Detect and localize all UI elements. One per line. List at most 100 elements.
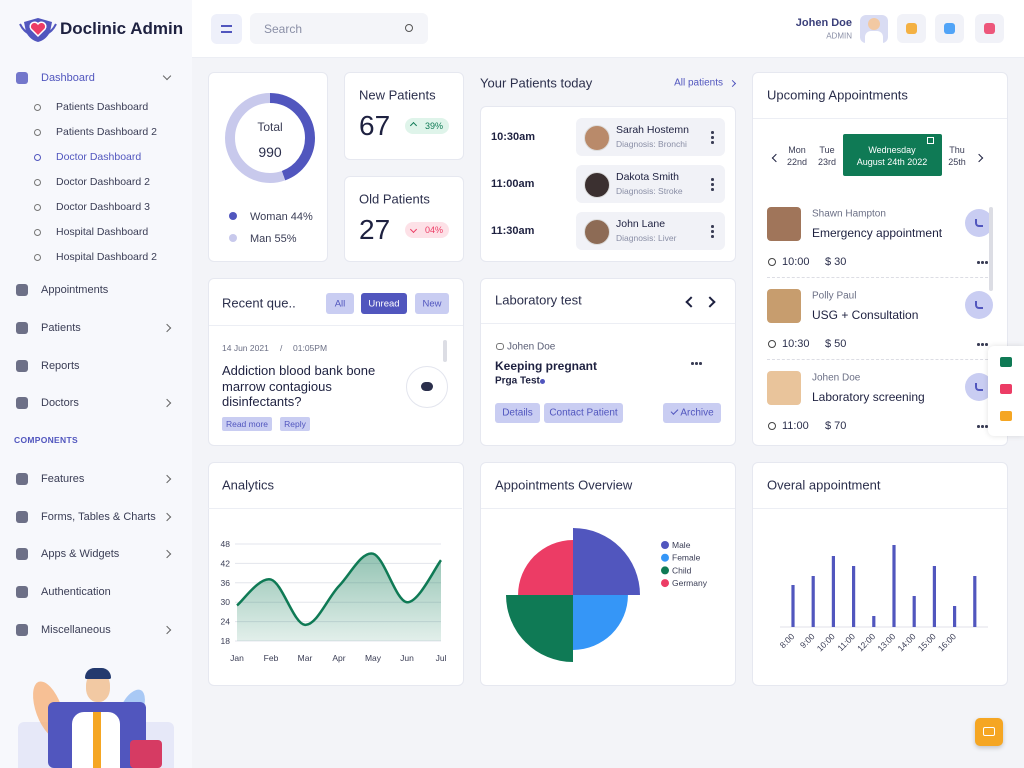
menu-icon — [16, 72, 28, 84]
clock-icon — [768, 422, 776, 430]
chat-fab[interactable] — [975, 718, 1003, 746]
menu-item[interactable]: Authentication — [41, 586, 111, 598]
y-tick-label: 18 — [221, 636, 231, 646]
legend-label: Child — [672, 565, 692, 575]
card-title: Upcoming Appointments — [767, 87, 908, 103]
menu-item[interactable]: Miscellaneous — [41, 624, 111, 636]
floating-icon[interactable] — [1000, 411, 1012, 421]
total-card — [208, 72, 328, 262]
action-button[interactable] — [280, 417, 310, 431]
action-button[interactable] — [222, 417, 272, 431]
submenu-item[interactable]: Patients Dashboard — [56, 101, 149, 113]
line-series — [236, 552, 443, 627]
status-dot — [540, 379, 545, 384]
tab[interactable] — [326, 293, 354, 314]
appointment-price: $ 70 — [825, 420, 847, 432]
menu-icon — [16, 624, 28, 636]
x-tick-label: Mar — [298, 653, 313, 663]
clock-icon — [768, 340, 776, 348]
link-icon — [496, 343, 504, 350]
all-patients-link[interactable]: All patients — [674, 77, 723, 89]
bar — [953, 606, 957, 627]
action-button[interactable] — [663, 403, 721, 423]
stat-change: 39% — [424, 121, 443, 131]
submenu-item[interactable]: Doctor Dashboard 2 — [56, 176, 150, 188]
search-box[interactable] — [250, 13, 428, 44]
menu-icon — [16, 473, 28, 485]
bar — [872, 616, 876, 627]
menu-icon — [16, 548, 28, 560]
submenu-item[interactable]: Hospital Dashboard — [56, 226, 149, 238]
card-title: Laboratory test — [495, 292, 582, 308]
legend-label: Male — [672, 540, 691, 550]
day-name[interactable]: Mon — [788, 145, 806, 155]
bar — [811, 576, 815, 627]
menu-item[interactable]: Patients — [41, 322, 81, 334]
stat-title: Old Patients — [359, 191, 430, 207]
action-button[interactable] — [495, 403, 540, 423]
analytics-chart: 18 24 30 36 42 48 Jan Feb Mar Apr May Jun Jul — [221, 539, 447, 663]
day-date[interactable]: 25th — [948, 157, 966, 167]
submenu-item[interactable]: Hospital Dashboard 2 — [56, 251, 157, 263]
day-date: August 24th 2022 — [856, 157, 928, 167]
action-button[interactable] — [544, 403, 623, 423]
submenu-item[interactable]: Patients Dashboard 2 — [56, 126, 157, 138]
kebab-dot — [699, 362, 702, 365]
stat-value: 27 — [359, 214, 391, 245]
doctor-hair — [85, 668, 111, 679]
link-chevron — [728, 79, 737, 88]
legend-dot — [229, 234, 237, 242]
search-placeholder: Search — [264, 22, 303, 36]
menu-item[interactable]: Appointments — [41, 284, 109, 296]
bar — [831, 556, 835, 627]
day-name[interactable]: Tue — [819, 145, 835, 155]
menu-icon — [16, 397, 28, 409]
more-dot — [985, 261, 988, 264]
submenu-item[interactable]: Doctor Dashboard — [56, 151, 142, 163]
clock-icon — [768, 258, 776, 266]
menu-item[interactable]: Reports — [41, 360, 80, 372]
stat-change: 04% — [424, 225, 443, 235]
menu-toggle[interactable] — [211, 14, 242, 44]
day-name[interactable]: Thu — [949, 145, 965, 155]
tab[interactable] — [415, 293, 449, 314]
old-patients-card — [344, 176, 464, 262]
bar — [892, 545, 896, 627]
menu-icon — [16, 360, 28, 372]
legend-dot — [661, 553, 669, 562]
y-tick-label: 42 — [221, 558, 231, 568]
appointment-time: 11:00am — [491, 178, 535, 190]
x-tick-label: 10:00 — [815, 631, 837, 653]
divider — [481, 323, 735, 324]
appointment-name: Polly Paul — [812, 290, 857, 302]
lab-test-name: Keeping pregnant — [495, 359, 598, 373]
kebab-dot — [711, 235, 714, 238]
tab[interactable] — [361, 293, 407, 314]
appointment-name: Johen Doe — [812, 372, 861, 384]
x-tick-label: May — [365, 653, 382, 663]
menu-item[interactable]: Features — [41, 473, 85, 485]
calendar-icon — [927, 137, 934, 144]
question-text: Addiction blood bank bone marrow contagi… — [222, 363, 376, 409]
day-date[interactable]: 22nd — [786, 157, 808, 167]
menu-item[interactable]: Dashboard — [41, 72, 95, 84]
question-date: 14 Jun 2021 — [222, 343, 269, 353]
menu-icon — [16, 586, 28, 598]
doctor-avatar — [767, 371, 801, 405]
x-tick-label: Jul — [436, 653, 447, 663]
floating-icon[interactable] — [1000, 384, 1012, 394]
menu-item[interactable]: Doctors — [41, 397, 79, 409]
dashed-divider — [767, 359, 993, 360]
day-date[interactable]: 23rd — [817, 157, 837, 167]
medical-bag — [130, 740, 162, 768]
settings-button-icon — [984, 23, 995, 34]
appointment-type: Emergency appointment — [812, 226, 943, 240]
floating-icon[interactable] — [1000, 357, 1012, 367]
submenu-item[interactable]: Doctor Dashboard 3 — [56, 201, 150, 213]
menu-item[interactable]: Apps & Widgets — [41, 548, 120, 560]
stat-badge — [405, 222, 449, 238]
day-selected[interactable] — [843, 134, 942, 176]
lab-test-type: Prga Test — [495, 375, 540, 387]
menu-item[interactable]: Forms, Tables & Charts — [41, 511, 156, 523]
doctor-tie — [93, 712, 101, 768]
